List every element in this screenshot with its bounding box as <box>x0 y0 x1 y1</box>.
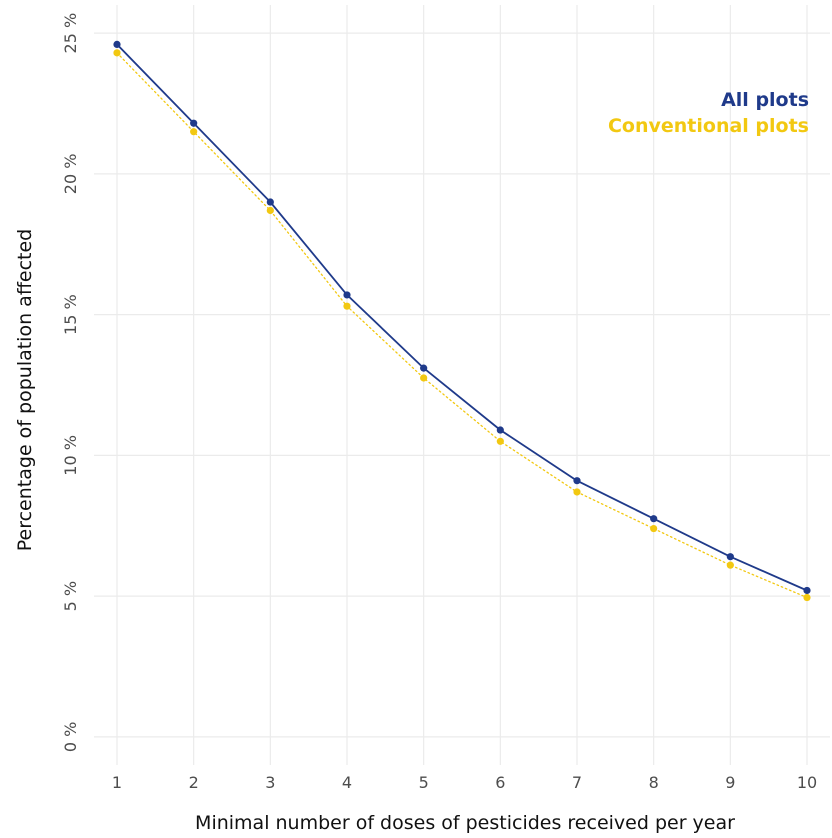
x-tick-label: 8 <box>649 773 659 792</box>
data-point-all-plots <box>343 291 351 299</box>
y-tick-label: 20 % <box>61 154 80 195</box>
x-tick-label: 3 <box>265 773 275 792</box>
y-axis-title: Percentage of population affected <box>14 229 36 552</box>
data-point-all-plots <box>726 553 734 561</box>
x-tick-label: 1 <box>112 773 122 792</box>
data-point-conventional-plots <box>650 524 658 533</box>
legend-label-conventional-plots: Conventional plots <box>608 115 809 137</box>
y-tick-label: 10 % <box>61 435 80 476</box>
x-axis-title: Minimal number of doses of pesticides re… <box>195 812 735 834</box>
data-point-conventional-plots <box>420 374 428 382</box>
x-tick-label: 7 <box>572 773 582 792</box>
data-point-all-plots <box>803 586 811 595</box>
y-tick-label: 0 % <box>61 722 80 752</box>
y-tick-label: 5 % <box>61 581 80 611</box>
x-tick-label: 4 <box>342 773 352 792</box>
data-point-all-plots <box>266 198 274 206</box>
series-line-conventional-plots <box>116 52 808 599</box>
y-tick-label: 15 % <box>61 294 80 335</box>
x-tick-label: 10 <box>797 773 817 792</box>
legend-label-all-plots: All plots <box>721 89 809 111</box>
data-point-conventional-plots <box>113 49 121 57</box>
data-point-all-plots <box>650 515 658 523</box>
x-tick-label: 2 <box>189 773 199 792</box>
y-tick-label: 25 % <box>61 13 80 54</box>
data-point-all-plots <box>420 364 428 372</box>
data-point-conventional-plots <box>726 561 734 569</box>
x-tick-label: 9 <box>725 773 735 792</box>
data-point-conventional-plots <box>803 593 811 602</box>
data-point-conventional-plots <box>343 302 351 310</box>
data-point-conventional-plots <box>190 128 198 136</box>
data-point-conventional-plots <box>573 488 581 496</box>
series-line-all-plots <box>116 43 808 592</box>
data-point-all-plots <box>496 426 504 434</box>
x-tick-label: 6 <box>495 773 505 792</box>
grid-layer <box>94 5 830 765</box>
data-point-all-plots <box>573 477 581 485</box>
data-point-conventional-plots <box>496 437 504 445</box>
data-point-all-plots <box>190 119 198 127</box>
series-layer <box>113 40 811 602</box>
x-tick-label: 5 <box>419 773 429 792</box>
legend: All plots Conventional plots <box>608 89 809 137</box>
data-point-conventional-plots <box>266 206 274 215</box>
data-point-all-plots <box>113 40 121 49</box>
tick-label-layer: 1 2 3 4 5 6 7 8 9 10 0 % 5 % 10 % 15 % 20 % 25 % <box>61 13 817 792</box>
